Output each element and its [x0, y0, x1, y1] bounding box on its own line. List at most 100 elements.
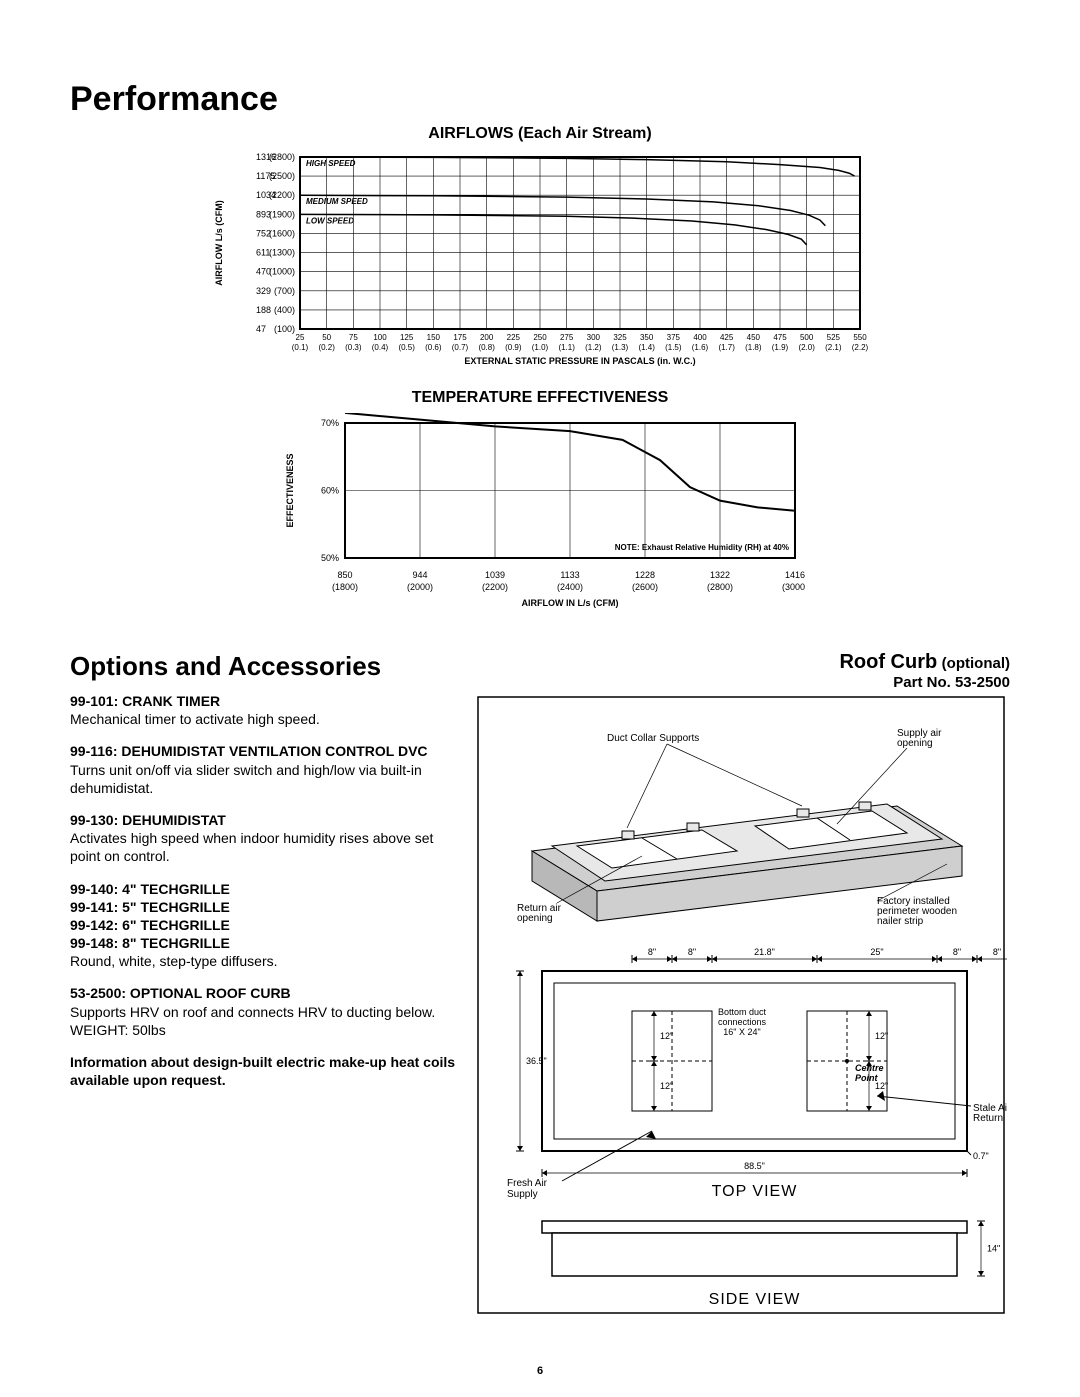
svg-text:(0.7): (0.7): [452, 343, 469, 352]
svg-text:375: 375: [667, 333, 681, 342]
svg-text:(1.3): (1.3): [612, 343, 629, 352]
svg-text:75: 75: [349, 333, 358, 342]
svg-text:(2000): (2000): [407, 582, 433, 592]
svg-text:(0.3): (0.3): [345, 343, 362, 352]
svg-text:(1.1): (1.1): [558, 343, 575, 352]
svg-text:connections: connections: [718, 1017, 767, 1027]
option-label: 99-140: 4" TECHGRILLE 99-141: 5" TECHGRI…: [70, 880, 465, 953]
svg-text:(1.6): (1.6): [692, 343, 709, 352]
svg-text:LOW SPEED: LOW SPEED: [306, 216, 354, 225]
svg-text:(0.5): (0.5): [398, 343, 415, 352]
svg-text:475: 475: [773, 333, 787, 342]
svg-text:(2200): (2200): [269, 190, 295, 200]
option-item: 53-2500: OPTIONAL ROOF CURBSupports HRV …: [70, 984, 465, 1039]
svg-text:AIRFLOW IN L/s (CFM): AIRFLOW IN L/s (CFM): [522, 598, 619, 608]
svg-text:(2.1): (2.1): [825, 343, 842, 352]
svg-text:21.8": 21.8": [754, 947, 775, 957]
svg-text:(0.1): (0.1): [292, 343, 309, 352]
svg-text:1322: 1322: [710, 570, 730, 580]
svg-text:(0.8): (0.8): [478, 343, 495, 352]
page-title: Performance: [70, 80, 1010, 119]
svg-text:200: 200: [480, 333, 494, 342]
page-number: 6: [537, 1365, 543, 1377]
airflows-title: AIRFLOWS (Each Air Stream): [428, 125, 651, 143]
option-desc: Round, white, step-type diffusers.: [70, 952, 465, 970]
svg-text:opening: opening: [517, 913, 553, 924]
svg-text:50%: 50%: [321, 553, 339, 563]
svg-text:350: 350: [640, 333, 654, 342]
svg-text:8": 8": [688, 947, 696, 957]
svg-text:NOTE: Exhaust Relative Humidit: NOTE: Exhaust Relative Humidity (RH) at …: [615, 543, 789, 552]
svg-text:Fresh Air: Fresh Air: [507, 1178, 548, 1189]
svg-text:(3000): (3000): [782, 582, 805, 592]
svg-text:500: 500: [800, 333, 814, 342]
svg-text:(2800): (2800): [707, 582, 733, 592]
svg-text:150: 150: [427, 333, 441, 342]
options-col: Options and Accessories 99-101: CRANK TI…: [70, 651, 465, 1321]
svg-text:325: 325: [613, 333, 627, 342]
svg-text:(1.4): (1.4): [638, 343, 655, 352]
option-item: 99-130: DEHUMIDISTATActivates high speed…: [70, 811, 465, 866]
svg-text:Bottom duct: Bottom duct: [718, 1007, 767, 1017]
svg-text:250: 250: [533, 333, 547, 342]
svg-text:12": 12": [660, 1081, 673, 1091]
svg-text:(0.6): (0.6): [425, 343, 442, 352]
svg-text:(2600): (2600): [632, 582, 658, 592]
svg-text:8": 8": [953, 947, 961, 957]
option-desc: Activates high speed when indoor humidit…: [70, 829, 465, 865]
svg-text:(1600): (1600): [269, 228, 295, 238]
svg-text:Duct Collar Supports: Duct Collar Supports: [607, 733, 699, 744]
temp-section: TEMPERATURE EFFECTIVENESS 70%60%50%850(1…: [70, 389, 1010, 633]
svg-text:125: 125: [400, 333, 414, 342]
option-label: 53-2500: OPTIONAL ROOF CURB: [70, 984, 465, 1002]
svg-text:12": 12": [875, 1081, 888, 1091]
roof-diagram: Duct Collar SupportsSupply airopeningRet…: [477, 696, 1007, 1316]
option-label: 99-116: DEHUMIDISTAT VENTILATION CONTROL…: [70, 742, 465, 760]
roof-optional: (optional): [942, 655, 1010, 672]
svg-text:12": 12": [660, 1031, 673, 1041]
svg-text:525: 525: [827, 333, 841, 342]
roof-title: Roof Curb: [839, 651, 937, 673]
roof-heading: Roof Curb (optional) Part No. 53-2500: [477, 651, 1010, 692]
svg-text:8": 8": [993, 947, 1001, 957]
temp-chart: 70%60%50%850(1800)944(2000)1039(2200)113…: [275, 413, 805, 633]
option-desc: Supports HRV on roof and connects HRV to…: [70, 1003, 465, 1039]
temp-title: TEMPERATURE EFFECTIVENESS: [412, 389, 669, 407]
svg-text:(2.0): (2.0): [798, 343, 815, 352]
svg-text:70%: 70%: [321, 418, 339, 428]
options-footer: Information about design-built electric …: [70, 1053, 465, 1089]
svg-text:1228: 1228: [635, 570, 655, 580]
svg-text:EFFECTIVENESS: EFFECTIVENESS: [285, 453, 295, 527]
option-item: 99-101: CRANK TIMERMechanical timer to a…: [70, 692, 465, 728]
svg-text:1133: 1133: [560, 570, 579, 580]
svg-text:(2800): (2800): [269, 152, 295, 162]
roof-col: Roof Curb (optional) Part No. 53-2500 Du…: [477, 651, 1010, 1321]
svg-text:(100): (100): [274, 324, 295, 334]
svg-text:47: 47: [256, 324, 266, 334]
svg-text:(1.8): (1.8): [745, 343, 762, 352]
svg-text:300: 300: [587, 333, 601, 342]
svg-text:(400): (400): [274, 305, 295, 315]
svg-text:(2.2): (2.2): [852, 343, 869, 352]
svg-text:1039: 1039: [485, 570, 505, 580]
svg-text:400: 400: [693, 333, 707, 342]
svg-text:(2400): (2400): [557, 582, 583, 592]
svg-text:100: 100: [373, 333, 387, 342]
option-label: 99-101: CRANK TIMER: [70, 692, 465, 710]
svg-text:(1.7): (1.7): [718, 343, 735, 352]
svg-text:MEDIUM SPEED: MEDIUM SPEED: [306, 197, 368, 206]
svg-text:(1.9): (1.9): [772, 343, 789, 352]
svg-text:14": 14": [987, 1244, 1000, 1254]
svg-text:(0.9): (0.9): [505, 343, 522, 352]
roof-part: Part No. 53-2500: [893, 674, 1010, 691]
option-label: 99-130: DEHUMIDISTAT: [70, 811, 465, 829]
svg-text:1416: 1416: [785, 570, 805, 580]
svg-text:36.5": 36.5": [526, 1056, 547, 1066]
svg-text:275: 275: [560, 333, 574, 342]
svg-text:Supply: Supply: [507, 1189, 538, 1200]
svg-text:25": 25": [870, 947, 883, 957]
svg-text:SIDE VIEW: SIDE VIEW: [708, 1291, 800, 1308]
svg-text:329: 329: [256, 286, 271, 296]
svg-text:opening: opening: [897, 738, 933, 749]
svg-text:(1300): (1300): [269, 248, 295, 258]
